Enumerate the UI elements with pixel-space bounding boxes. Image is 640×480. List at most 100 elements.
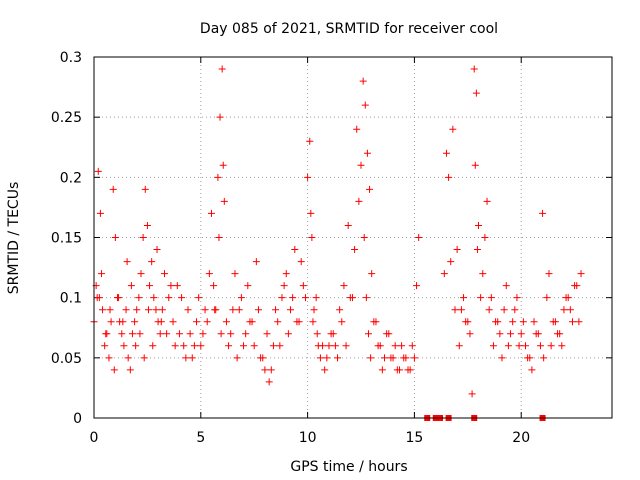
data-point (231, 270, 239, 278)
data-point (269, 342, 277, 350)
data-point (502, 282, 510, 290)
data-point (193, 318, 201, 326)
data-point (474, 221, 482, 229)
data-point (199, 330, 207, 338)
data-point (519, 318, 527, 326)
data-point (99, 306, 107, 314)
data-point (156, 330, 164, 338)
data-point (291, 246, 299, 254)
data-point (404, 366, 412, 374)
data-point (211, 306, 219, 314)
data-point (547, 342, 555, 350)
data-point (280, 282, 288, 290)
data-point (304, 173, 312, 181)
data-point (453, 246, 461, 254)
data-point (560, 306, 568, 314)
data-point (110, 366, 118, 374)
data-point (319, 342, 327, 350)
data-point (250, 342, 258, 350)
y-tick-label: 0 (73, 411, 82, 427)
data-point (383, 330, 391, 338)
data-point (374, 342, 382, 350)
data-point (400, 354, 408, 362)
data-point (543, 294, 551, 302)
data-point (150, 294, 158, 302)
data-point (387, 354, 395, 362)
x-tick-label: 20 (512, 430, 530, 446)
data-point (144, 306, 152, 314)
data-point (325, 342, 333, 350)
data-point (293, 318, 301, 326)
data-point (252, 258, 260, 266)
data-point (496, 330, 504, 338)
data-point (217, 330, 225, 338)
data-point (163, 330, 171, 338)
data-point (494, 318, 502, 326)
data-point (415, 234, 423, 241)
data-point (351, 246, 359, 254)
data-point (498, 354, 506, 362)
data-point (479, 270, 487, 278)
tick-labels: 0 0.05 0.1 0.15 0.2 0.25 0.3 0 5 10 15 20 (51, 50, 530, 446)
data-point (472, 89, 480, 97)
data-point (301, 294, 309, 302)
data-point (242, 330, 250, 338)
data-point (267, 366, 275, 374)
data-point (473, 246, 481, 254)
y-tick-label: 0.2 (60, 170, 82, 186)
data-point (282, 270, 290, 278)
data-point (197, 342, 205, 350)
data-point (132, 342, 140, 350)
data-point (323, 354, 331, 362)
data-point (331, 342, 339, 350)
data-point (530, 318, 538, 326)
data-point (219, 161, 227, 169)
data-point (139, 234, 147, 241)
data-point (378, 366, 386, 374)
data-points (90, 65, 585, 421)
data-point (562, 294, 570, 302)
data-point (442, 149, 450, 157)
data-point (240, 342, 248, 350)
data-point (160, 270, 168, 278)
data-point (507, 330, 515, 338)
data-point (158, 306, 166, 314)
data-point (201, 306, 209, 314)
plot-frame (93, 56, 613, 419)
data-point (366, 185, 374, 193)
data-point (274, 318, 282, 326)
data-point (408, 342, 416, 350)
data-point (93, 294, 101, 302)
data-point (137, 270, 145, 278)
data-point (140, 354, 148, 362)
data-point (545, 270, 553, 278)
data-point (105, 354, 113, 362)
data-point (500, 306, 508, 314)
x-tick-label: 15 (405, 430, 423, 446)
data-point (153, 246, 161, 254)
data-point (115, 294, 123, 302)
data-point (309, 318, 317, 326)
data-point (398, 342, 406, 350)
data-point (244, 282, 252, 290)
data-point (182, 354, 190, 362)
data-point (205, 270, 213, 278)
data-point (361, 101, 369, 109)
data-point (464, 318, 472, 326)
x-tick-label: 5 (196, 430, 205, 446)
data-point (357, 161, 365, 169)
data-point (246, 318, 254, 326)
data-point (157, 318, 165, 326)
chart-title: Day 085 of 2021, SRMTID for receiver coo… (200, 21, 498, 37)
data-point (539, 209, 547, 217)
y-tick-label: 0.1 (60, 291, 82, 307)
data-point (554, 330, 562, 338)
data-point (289, 294, 297, 302)
data-point (370, 318, 378, 326)
data-point (169, 318, 177, 326)
data-point (353, 125, 361, 133)
data-point (180, 342, 188, 350)
data-point (184, 306, 192, 314)
data-point (568, 318, 576, 326)
data-point (515, 342, 523, 350)
